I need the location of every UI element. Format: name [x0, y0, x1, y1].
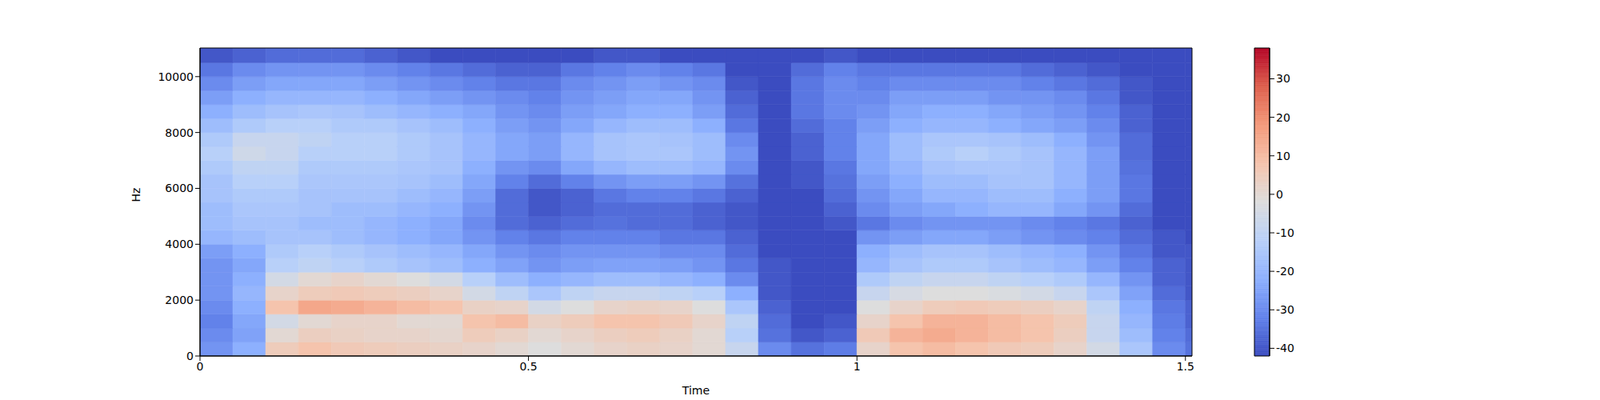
svg-text:Time: Time [681, 384, 710, 397]
svg-text:-30: -30 [1276, 303, 1295, 316]
svg-text:-40: -40 [1276, 341, 1295, 355]
svg-text:0: 0 [196, 360, 204, 373]
svg-text:0.5: 0.5 [519, 360, 537, 373]
svg-text:-20: -20 [1276, 264, 1295, 278]
svg-text:20: 20 [1276, 111, 1291, 124]
svg-text:Hz: Hz [129, 188, 143, 203]
svg-text:4000: 4000 [164, 237, 194, 251]
svg-text:1.5: 1.5 [1176, 360, 1195, 373]
svg-text:0: 0 [1276, 188, 1284, 201]
svg-text:2000: 2000 [164, 293, 194, 307]
svg-text:6000: 6000 [164, 181, 194, 195]
svg-text:8000: 8000 [164, 126, 194, 140]
svg-text:0: 0 [186, 349, 194, 363]
svg-text:10000: 10000 [157, 70, 194, 84]
svg-text:-10: -10 [1276, 226, 1295, 240]
svg-text:30: 30 [1276, 72, 1291, 85]
svg-text:1: 1 [853, 360, 861, 373]
svg-text:10: 10 [1276, 149, 1291, 163]
